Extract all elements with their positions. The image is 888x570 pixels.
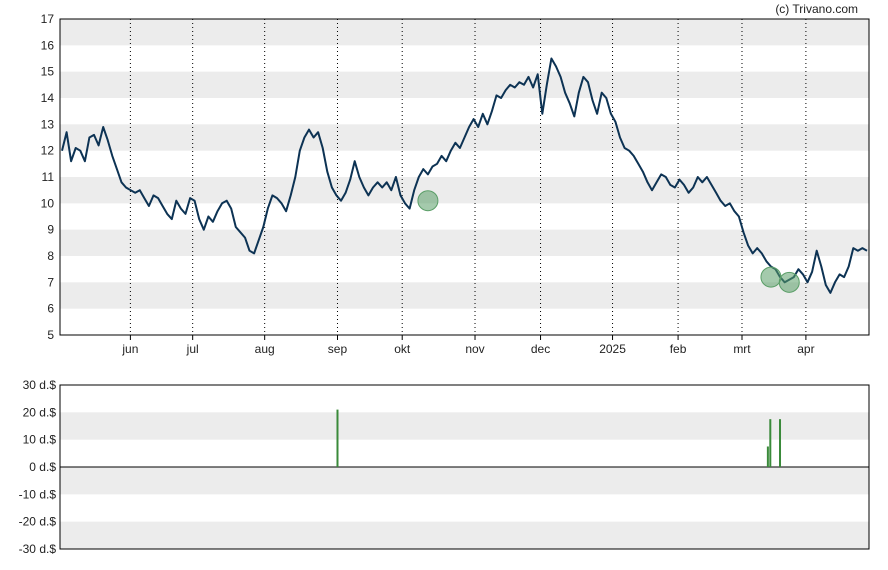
price-y-tick-label: 12 bbox=[41, 144, 55, 158]
volume-y-tick-label: 0 d.$ bbox=[29, 460, 56, 474]
price-y-tick-label: 15 bbox=[41, 65, 55, 79]
x-axis-label-aug: aug bbox=[255, 342, 275, 356]
price-y-tick-label: 13 bbox=[41, 117, 55, 131]
volume-y-tick-label: -30 d.$ bbox=[19, 542, 57, 556]
price-y-tick-label: 7 bbox=[47, 275, 54, 289]
price-y-tick-label: 16 bbox=[41, 38, 55, 52]
x-axis-label-mrt: mrt bbox=[733, 342, 751, 356]
price-panel-frame bbox=[59, 18, 870, 336]
price-y-tick-label: 8 bbox=[47, 249, 54, 263]
x-axis-label-okt: okt bbox=[394, 342, 411, 356]
signal-marker[interactable] bbox=[778, 271, 800, 293]
price-band bbox=[60, 71, 869, 98]
volume-panel-frame bbox=[59, 384, 870, 550]
price-band bbox=[60, 177, 869, 204]
price-y-tick-label: 10 bbox=[41, 196, 55, 210]
price-y-tick-label: 6 bbox=[47, 302, 54, 316]
price-y-tick-label: 9 bbox=[47, 223, 54, 237]
volume-bar bbox=[779, 419, 782, 467]
volume-y-tick-label: -10 d.$ bbox=[19, 487, 57, 501]
volume-y-tick-label: 10 d.$ bbox=[23, 433, 57, 447]
volume-bar bbox=[769, 419, 772, 467]
x-axis-label-sep: sep bbox=[328, 342, 348, 356]
volume-bar bbox=[336, 409, 339, 467]
x-axis-label-2025: 2025 bbox=[599, 342, 626, 356]
x-axis-label-apr: apr bbox=[797, 342, 814, 356]
volume-y-tick-label: -20 d.$ bbox=[19, 515, 57, 529]
volume-bar bbox=[766, 446, 769, 467]
volume-band bbox=[60, 412, 869, 440]
x-axis-label-jul: jul bbox=[186, 342, 199, 356]
price-band bbox=[60, 282, 869, 309]
x-axis-label-jun: jun bbox=[121, 342, 138, 356]
volume-y-tick-label: 30 d.$ bbox=[23, 378, 57, 392]
volume-y-tick-label: 20 d.$ bbox=[23, 405, 57, 419]
price-y-tick-label: 17 bbox=[41, 12, 55, 26]
copyright-text: (c) Trivano.com bbox=[775, 2, 858, 16]
price-y-tick-label: 14 bbox=[41, 91, 55, 105]
signal-marker[interactable] bbox=[417, 190, 439, 212]
price-y-tick-label: 11 bbox=[42, 170, 55, 184]
price-band bbox=[60, 229, 869, 256]
volume-band bbox=[60, 521, 869, 549]
x-axis-label-dec: dec bbox=[531, 342, 550, 356]
signal-marker[interactable] bbox=[760, 266, 782, 288]
price-line bbox=[61, 57, 868, 294]
x-axis-label-nov: nov bbox=[465, 342, 484, 356]
volume-band bbox=[60, 467, 869, 495]
price-y-tick-label: 5 bbox=[47, 328, 54, 342]
x-axis-label-feb: feb bbox=[670, 342, 687, 356]
price-band bbox=[60, 19, 869, 46]
